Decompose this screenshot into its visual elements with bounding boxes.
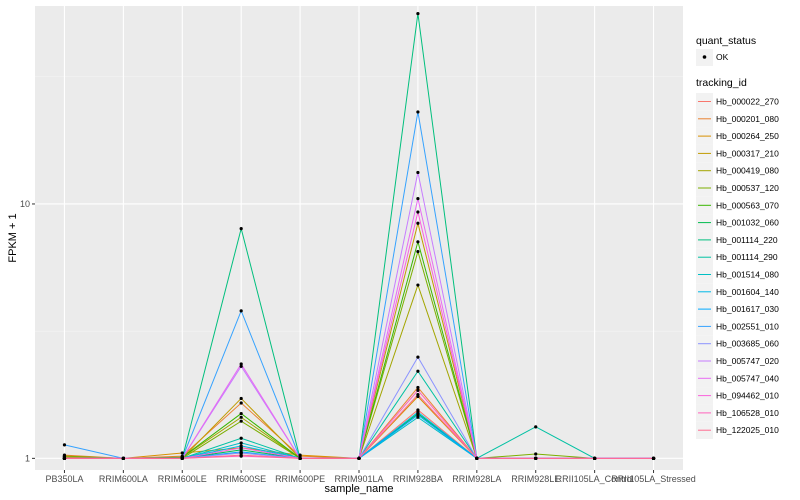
data-point	[239, 415, 243, 419]
data-point	[534, 425, 538, 429]
data-point	[239, 411, 243, 416]
data-point	[416, 415, 420, 419]
data-point	[475, 456, 479, 460]
legend-series-label: Hb_094462_010	[716, 391, 779, 401]
legend-series-label: Hb_001604_140	[716, 287, 779, 297]
data-point	[239, 436, 243, 440]
data-point	[416, 210, 420, 214]
data-point	[416, 110, 420, 114]
legend: quant_status OK tracking_id Hb_000022_27…	[696, 35, 779, 439]
data-point	[239, 396, 243, 401]
data-point	[534, 456, 538, 460]
data-point	[239, 446, 243, 450]
data-point	[239, 453, 243, 457]
data-point	[416, 413, 420, 417]
legend-series-label: Hb_000022_270	[716, 97, 779, 107]
legend-series-label: Hb_001114_220	[716, 235, 778, 245]
x-tick-label: RRIM928LA	[452, 474, 501, 484]
data-point	[357, 456, 361, 460]
x-tick-label: RRIM928BA	[393, 474, 443, 484]
data-point	[416, 369, 420, 373]
data-point	[416, 388, 420, 392]
legend-series-label: Hb_000264_250	[716, 131, 779, 141]
legend-series-label: Hb_001514_080	[716, 270, 779, 280]
legend-series-label: Hb_001032_060	[716, 218, 779, 228]
x-axis-title: sample_name	[324, 483, 393, 495]
x-tick-label: RRII105LA_Stressed	[611, 474, 696, 484]
y-tick-label: 1	[25, 453, 30, 463]
legend-series-label: Hb_000537_120	[716, 183, 779, 193]
legend-shape-label: OK	[716, 52, 729, 62]
data-point	[62, 454, 67, 458]
data-point	[239, 227, 243, 231]
legend-series-label: Hb_000201_080	[716, 114, 779, 124]
data-point	[416, 393, 420, 397]
x-tick-label: RRIM600SE	[216, 474, 266, 484]
x-tick-label: RRIM600PE	[275, 474, 325, 484]
data-point	[416, 221, 420, 225]
data-point	[534, 452, 538, 456]
legend-series-label: Hb_000317_210	[716, 148, 779, 158]
data-point	[239, 419, 243, 423]
data-point	[416, 196, 420, 201]
data-point	[416, 249, 420, 254]
y-tick-label: 10	[20, 199, 30, 209]
legend-key-point	[702, 55, 707, 59]
x-tick-label: RRIM928LE	[511, 474, 560, 484]
data-point	[593, 456, 597, 460]
legend-series-label: Hb_000419_080	[716, 166, 779, 176]
x-tick-label: RRIM901LA	[334, 474, 383, 484]
data-point	[298, 453, 302, 457]
data-point	[651, 456, 656, 460]
legend-series-label: Hb_122025_010	[716, 425, 779, 435]
x-tick-label: RRII105LA_Control	[556, 474, 634, 484]
legend-series-label: Hb_005747_020	[716, 356, 779, 366]
data-point	[416, 410, 420, 414]
data-point	[62, 456, 67, 460]
legend-series-label: Hb_000563_070	[716, 200, 779, 210]
data-point	[239, 401, 243, 405]
data-point	[239, 441, 243, 445]
data-point	[416, 12, 420, 16]
data-point	[180, 451, 184, 455]
data-point	[180, 456, 184, 460]
legend-shape-entries: OK	[696, 49, 729, 66]
x-tick-label: RRIM600LE	[158, 474, 207, 484]
data-point	[239, 364, 243, 368]
data-point	[416, 240, 420, 244]
legend-shape-title: quant_status	[696, 35, 756, 47]
data-point	[239, 309, 243, 313]
y-axis: 1 10	[20, 199, 35, 463]
legend-series-label: Hb_002551_010	[716, 321, 779, 331]
y-axis-title: FPKM + 1	[7, 213, 19, 262]
legend-series-label: Hb_005747_040	[716, 373, 779, 383]
data-point	[62, 443, 67, 447]
x-axis: PB350LA RRIM600LA RRIM600LE RRIM600SE RRIM60…	[45, 470, 696, 484]
x-tick-label: PB350LA	[45, 474, 83, 484]
legend-series-label: Hb_106528_010	[716, 408, 779, 418]
data-point	[239, 362, 243, 366]
data-point	[416, 283, 420, 287]
legend-color-title: tracking_id	[696, 77, 747, 89]
x-tick-label: RRIM600LA	[99, 474, 148, 484]
data-point	[416, 170, 420, 175]
data-point	[121, 456, 125, 460]
data-point	[298, 456, 302, 460]
legend-series-label: Hb_001617_030	[716, 304, 779, 314]
legend-series-label: Hb_003685_060	[716, 339, 779, 349]
legend-series-label: Hb_001114_290	[716, 252, 778, 262]
legend-color-entries: Hb_000022_270 Hb_000201_080 Hb_000264_250 H…	[696, 93, 779, 439]
data-point	[416, 385, 420, 390]
points-layer	[62, 12, 656, 460]
data-point	[416, 355, 420, 359]
